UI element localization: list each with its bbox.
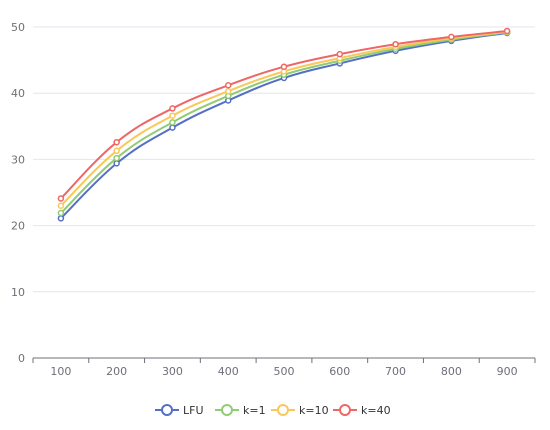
- data-point[interactable]: [169, 124, 176, 131]
- x-tick-label: 700: [385, 365, 406, 378]
- data-point[interactable]: [224, 82, 232, 89]
- series-line: [60, 31, 508, 214]
- legend-label: k=1: [243, 404, 266, 417]
- series-line: [60, 29, 508, 200]
- data-point[interactable]: [392, 40, 399, 48]
- data-point[interactable]: [113, 160, 120, 167]
- legend: LFU k=1 k=10 k=40: [155, 404, 391, 417]
- data-point[interactable]: [169, 112, 176, 119]
- x-tick-label: 100: [50, 365, 71, 378]
- data-point[interactable]: [448, 33, 455, 41]
- x-tick-label: 500: [274, 365, 295, 378]
- y-tick-label: 50: [11, 21, 25, 34]
- y-tick-label: 30: [11, 153, 25, 166]
- x-tick-label: 200: [106, 365, 127, 378]
- legend-label: k=40: [361, 404, 391, 417]
- data-point[interactable]: [113, 138, 120, 146]
- data-point[interactable]: [113, 154, 120, 162]
- x-tick-label: 900: [497, 365, 518, 378]
- series-line: [60, 31, 508, 220]
- data-point[interactable]: [57, 215, 65, 222]
- y-tick-label: 0: [18, 352, 25, 365]
- legend-item[interactable]: k=10: [271, 404, 329, 417]
- series: [57, 27, 511, 222]
- data-point[interactable]: [169, 119, 176, 126]
- series-k-10: [57, 28, 511, 209]
- data-point[interactable]: [336, 50, 344, 58]
- data-point[interactable]: [57, 209, 65, 217]
- x-tick-label: 600: [329, 365, 350, 378]
- legend-item[interactable]: k=40: [333, 404, 391, 417]
- legend-marker-icon: [339, 404, 351, 416]
- legend-label: LFU: [183, 404, 204, 417]
- series-line: [60, 30, 508, 207]
- axes: 0 10 20 30 40 50 100 200 300 400 500 600 700 800 900: [11, 21, 536, 378]
- data-point[interactable]: [113, 147, 120, 155]
- series-lfu: [57, 29, 511, 222]
- series-k-1: [57, 29, 511, 217]
- data-point[interactable]: [169, 105, 176, 112]
- y-tick-label: 20: [11, 220, 25, 233]
- legend-marker-icon: [221, 404, 233, 416]
- y-tick-label: 40: [11, 87, 25, 100]
- y-tick-label: 10: [11, 286, 25, 299]
- legend-item[interactable]: k=1: [215, 404, 266, 417]
- x-tick-label: 800: [441, 365, 462, 378]
- x-tick-label: 400: [218, 365, 239, 378]
- legend-marker-icon: [277, 404, 289, 416]
- x-tick-label: 300: [162, 365, 183, 378]
- legend-marker-icon: [161, 404, 173, 416]
- legend-item[interactable]: LFU: [155, 404, 204, 417]
- legend-label: k=10: [299, 404, 329, 417]
- data-point[interactable]: [503, 27, 511, 35]
- series-k-40: [57, 27, 511, 202]
- data-point[interactable]: [280, 63, 288, 70]
- data-point[interactable]: [57, 195, 65, 202]
- data-point[interactable]: [224, 87, 232, 95]
- data-point[interactable]: [57, 202, 65, 209]
